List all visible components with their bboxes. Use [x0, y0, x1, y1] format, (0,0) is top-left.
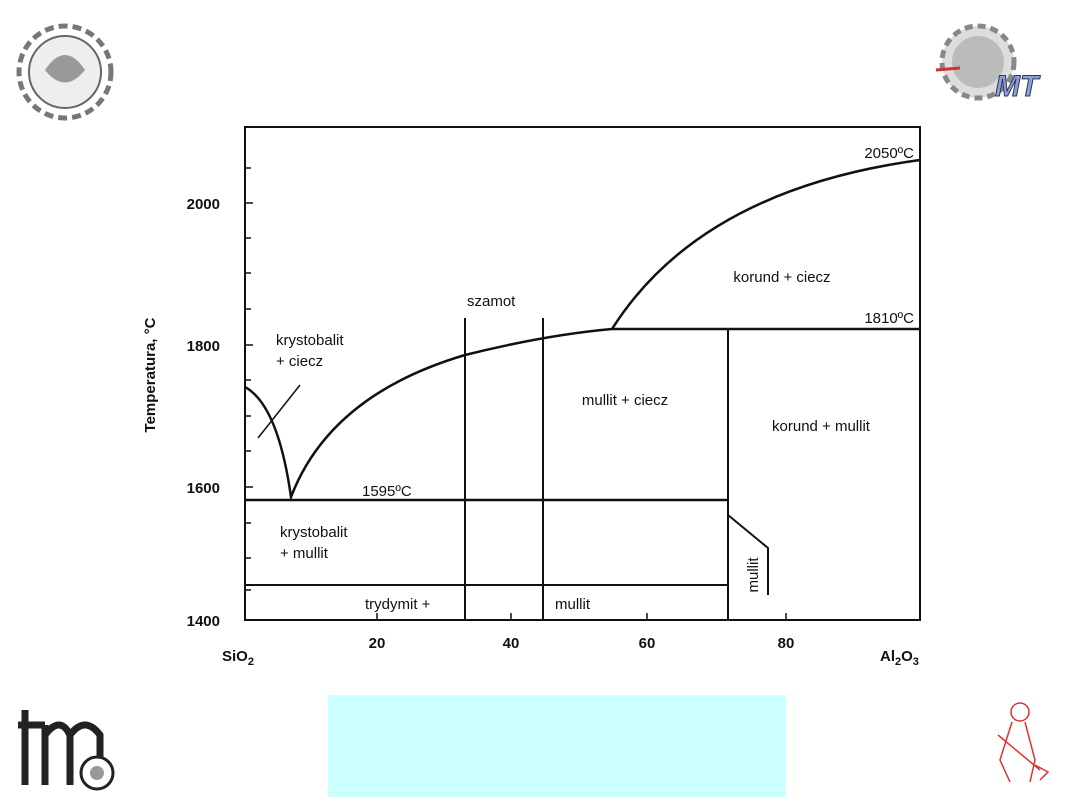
y-tick-label: 2000 [187, 196, 220, 213]
logo-mt: MT [935, 23, 1041, 104]
caption-box [328, 695, 786, 797]
x-tick-label: 40 [503, 635, 520, 652]
temperature-label: 2050ºC [864, 145, 914, 162]
region-label: korund + ciecz [733, 269, 830, 286]
region-label: trydymit + [365, 596, 431, 613]
x-tick-label: 80 [778, 635, 795, 652]
phase-diagram [244, 126, 921, 621]
logo-tmo [18, 710, 115, 791]
region-label: krystobalit [280, 524, 348, 541]
szamot-label: szamot [467, 293, 516, 310]
x-tick-label: 20 [369, 635, 386, 652]
y-tick-label: 1600 [187, 480, 220, 497]
y-tick-label: 1400 [187, 613, 220, 630]
region-label: + ciecz [276, 353, 323, 370]
svg-text:MT: MT [995, 70, 1041, 103]
region-label: mullit [555, 596, 591, 613]
x-end-label: SiO2 [222, 648, 254, 668]
region-label: + mullit [280, 545, 329, 562]
region-label: mullit + ciecz [582, 392, 668, 409]
x-tick-label: 60 [639, 635, 656, 652]
boundary-lines [245, 318, 769, 620]
axis-label: Temperatura, °C [142, 317, 159, 432]
x-end-label: Al2O3 [880, 648, 919, 668]
logo-politechnika [16, 23, 114, 121]
temperature-label: 1810ºC [864, 310, 914, 327]
region-label: mullit [745, 557, 762, 593]
temperature-label: 1595ºC [362, 483, 412, 500]
logo-miner [997, 702, 1050, 783]
frame [244, 126, 921, 621]
region-label: korund + mullit [772, 418, 871, 435]
tick-marks [245, 167, 787, 620]
y-tick-label: 1800 [187, 338, 220, 355]
phase-lines [244, 158, 921, 502]
region-label: krystobalit [276, 332, 344, 349]
